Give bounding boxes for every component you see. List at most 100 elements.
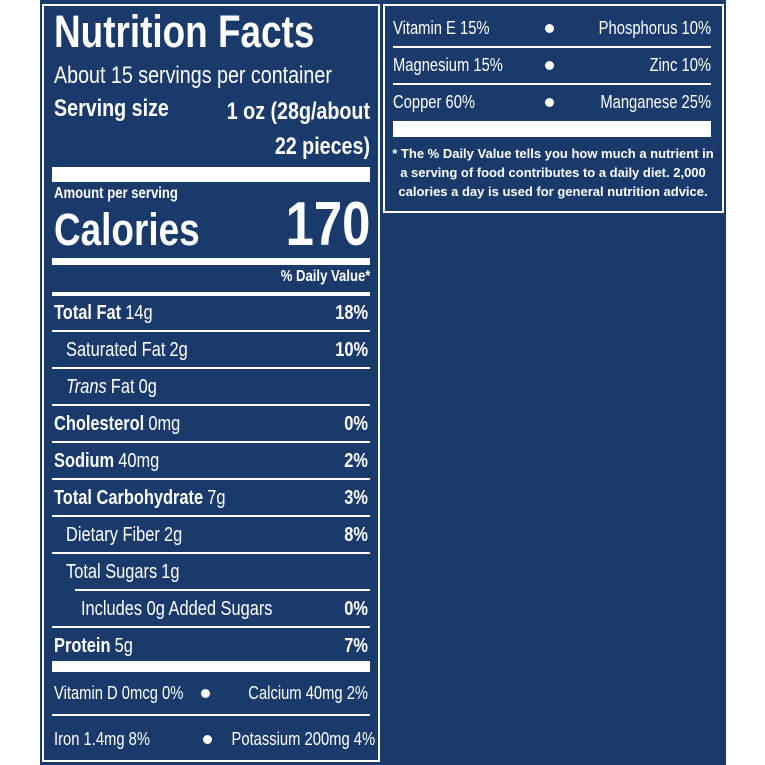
- micro-text: Magnesium 15%: [393, 55, 503, 75]
- micro-text: Potassium 200mg 4%: [231, 729, 376, 749]
- bullet: [545, 98, 554, 107]
- nutrient-text: Total Fat 14g: [54, 297, 153, 330]
- nutrient-label: Total Sugars: [66, 561, 158, 583]
- daily-value: 3%: [250, 482, 368, 515]
- nutrient-label: Saturated Fat: [66, 339, 166, 361]
- nutrient-name: Total Carbohydrate 7g: [54, 482, 263, 515]
- nutrient-text: Cholesterol 0mg: [54, 408, 180, 441]
- micro-text: Vitamin D 0mcg 0%: [54, 683, 184, 703]
- nutrient-amount: 0g: [138, 376, 157, 398]
- nutrient-amount: 7g: [207, 487, 226, 509]
- rule: [52, 292, 370, 296]
- nutrient-label: Total Carbohydrate: [54, 487, 204, 509]
- thick-rule: [52, 167, 370, 182]
- nutrient-name: Protein 5g: [54, 630, 150, 663]
- rule: [52, 626, 370, 628]
- nutrient-label: Includes 0g Added Sugars: [81, 598, 273, 620]
- nutrient-italic: Trans: [66, 376, 107, 398]
- side-panel: [383, 4, 724, 213]
- nutrient-amount: 0mg: [148, 413, 181, 435]
- micro-right: Manganese 25%: [560, 89, 711, 115]
- nutrient-label: Cholesterol: [54, 413, 145, 435]
- rule: [52, 552, 370, 554]
- micro-text: Manganese 25%: [600, 92, 711, 112]
- nutrient-amount: 14g: [125, 302, 153, 324]
- micro-text: Phosphorus 10%: [598, 18, 711, 38]
- micro-left: Vitamin E 15%: [393, 15, 511, 41]
- nutrient-label: Fat: [110, 376, 135, 398]
- daily-value: 8%: [250, 519, 368, 552]
- micro-right: Phosphorus 10%: [560, 15, 711, 41]
- bullet: [203, 735, 212, 744]
- rule: [52, 714, 370, 716]
- micro-text: Zinc 10%: [649, 55, 711, 75]
- nutrient-name: Total Fat 14g: [54, 297, 174, 330]
- daily-value-text: 2%: [344, 450, 368, 472]
- nutrient-name: Trans Fat 0g: [66, 371, 177, 404]
- micro-text: Iron 1.4mg 8%: [54, 729, 150, 749]
- calories-value: 170: [285, 190, 370, 259]
- nutrient-text: Saturated Fat 2g: [66, 334, 188, 367]
- rule: [52, 404, 370, 406]
- daily-value: 0%: [250, 408, 368, 441]
- micro-left: Magnesium 15%: [393, 52, 527, 78]
- medium-rule: [52, 258, 370, 265]
- nutrient-label: Total Fat: [54, 302, 122, 324]
- micro-right: Potassium 200mg 4%: [200, 726, 376, 752]
- amount-per-serving: Amount per serving: [54, 185, 178, 202]
- nutrient-text: Trans Fat 0g: [66, 371, 157, 404]
- nutrient-label: Protein: [54, 635, 111, 657]
- micro-left: Iron 1.4mg 8%: [54, 726, 171, 752]
- nutrient-text: Dietary Fiber 2g: [66, 519, 182, 552]
- nutrient-name: Cholesterol 0mg: [54, 408, 208, 441]
- bullet: [545, 61, 554, 70]
- thick-rule: [393, 121, 711, 137]
- daily-value-text: 0%: [344, 413, 368, 435]
- nutrient-amount: 2g: [169, 339, 188, 361]
- micro-text: Vitamin E 15%: [393, 18, 490, 38]
- rule: [52, 441, 370, 443]
- nutrient-name: Saturated Fat 2g: [66, 334, 214, 367]
- nutrient-amount: 40mg: [118, 450, 160, 472]
- micro-text: Copper 60%: [393, 92, 476, 112]
- bullet: [201, 689, 210, 698]
- footnote: * The % Daily Value tells you how much a…: [392, 146, 714, 199]
- daily-value: 7%: [250, 630, 368, 663]
- daily-value: 18%: [250, 297, 368, 330]
- rule: [52, 330, 370, 332]
- calories-label: Calories: [54, 204, 200, 255]
- main-panel: [42, 4, 380, 762]
- nutrient-text: Total Carbohydrate 7g: [54, 482, 225, 515]
- rule: [393, 83, 711, 85]
- daily-value-text: 10%: [335, 339, 368, 361]
- micro-right: Calcium 40mg 2%: [200, 680, 368, 706]
- nutrient-amount: 1g: [161, 561, 180, 583]
- daily-value: 2%: [250, 445, 368, 478]
- servings: About 15 servings per container: [54, 62, 332, 89]
- rule: [75, 589, 370, 591]
- micro-text: Calcium 40mg 2%: [248, 683, 368, 703]
- daily-value-text: 8%: [344, 524, 368, 546]
- daily-value-text: 7%: [344, 635, 368, 657]
- daily-value-header: % Daily Value*: [280, 268, 370, 285]
- nutrient-amount: 2g: [163, 524, 183, 546]
- nutrient-label: Sodium: [54, 450, 115, 472]
- nutrient-name: Total Sugars 1g: [66, 556, 204, 589]
- title: Nutrition Facts: [54, 6, 315, 57]
- daily-value: 10%: [250, 334, 368, 367]
- nutrient-label: Dietary Fiber: [66, 524, 160, 546]
- nutrient-name: Sodium 40mg: [54, 445, 182, 478]
- micro-left: Vitamin D 0mcg 0%: [54, 680, 212, 706]
- bullet: [545, 24, 554, 33]
- daily-value-text: 3%: [344, 487, 368, 509]
- rule: [52, 367, 370, 369]
- nutrient-text: Sodium 40mg: [54, 445, 159, 478]
- daily-value: 0%: [250, 593, 368, 626]
- rule: [393, 46, 711, 48]
- micro-left: Copper 60%: [393, 89, 493, 115]
- nutrient-name: Includes 0g Added Sugars: [81, 593, 315, 626]
- rule: [52, 478, 370, 480]
- nutrient-text: Total Sugars 1g: [66, 556, 180, 589]
- nutrient-text: Includes 0g Added Sugars: [81, 593, 272, 626]
